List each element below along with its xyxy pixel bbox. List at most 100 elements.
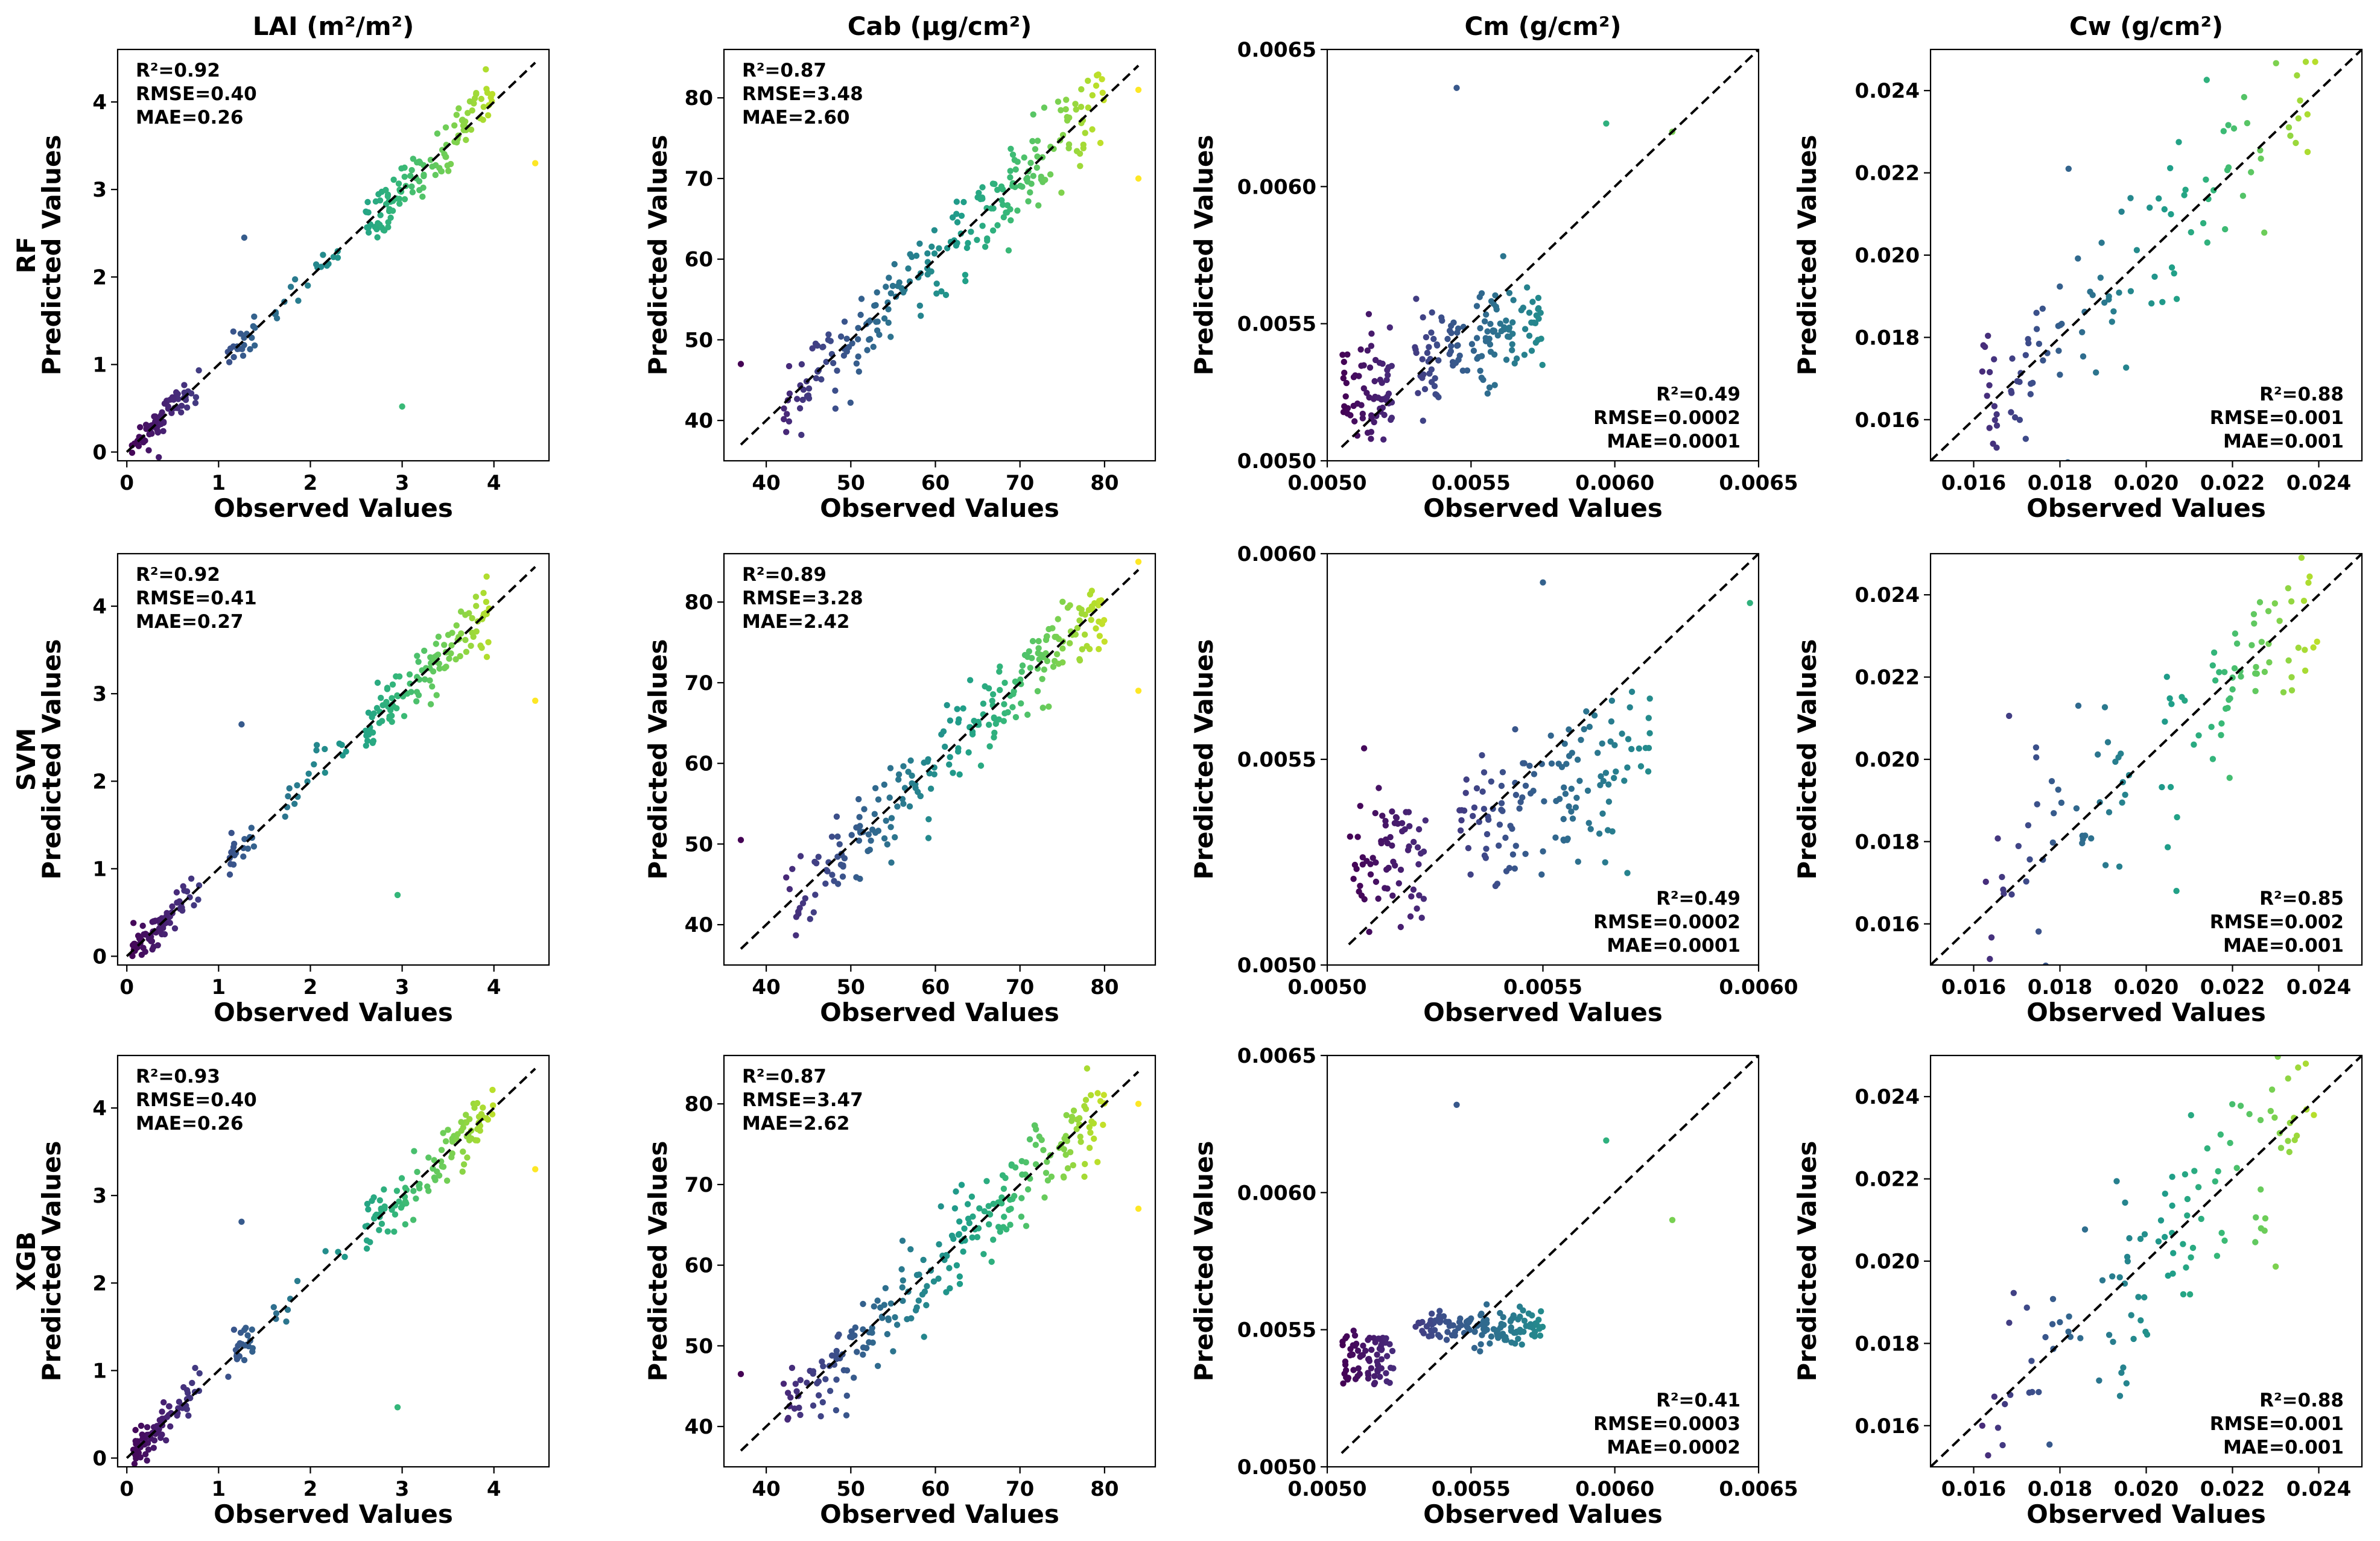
data-point — [2170, 1250, 2177, 1256]
data-point — [1600, 777, 1607, 785]
data-point — [373, 226, 380, 233]
data-point — [2215, 1168, 2221, 1175]
data-point — [189, 1379, 195, 1387]
data-point — [798, 361, 805, 368]
data-point — [2218, 732, 2224, 739]
scatter-panel-rf-cw: 0.0160.0160.0180.0180.0200.0200.0220.022… — [1792, 48, 2363, 523]
data-point — [936, 1241, 942, 1248]
data-point — [2122, 791, 2128, 799]
data-point — [2241, 93, 2247, 101]
data-point — [1100, 1092, 1108, 1098]
data-point — [2230, 125, 2238, 132]
data-point — [947, 717, 954, 724]
data-point — [1586, 723, 1593, 730]
data-point — [180, 883, 186, 890]
data-point — [463, 1112, 469, 1118]
metric-text: R²=0.92 — [136, 564, 220, 586]
data-point — [781, 416, 787, 423]
data-point — [783, 429, 790, 435]
data-point — [855, 796, 862, 803]
data-point — [2009, 355, 2016, 362]
data-point — [1414, 844, 1421, 851]
data-point — [1481, 852, 1488, 859]
data-point — [2161, 206, 2168, 213]
data-point — [2156, 195, 2162, 202]
data-point — [1625, 736, 1632, 742]
data-point — [980, 700, 987, 707]
data-point — [1485, 816, 1492, 823]
data-point — [1063, 97, 1070, 103]
data-point — [798, 431, 805, 438]
data-point — [2217, 1131, 2224, 1138]
x-axis-label: Observed Values — [820, 1499, 1059, 1529]
data-point — [1446, 350, 1453, 358]
data-point — [383, 698, 390, 706]
data-point — [963, 244, 971, 252]
data-point — [1000, 718, 1008, 724]
data-point — [991, 180, 998, 188]
data-point — [924, 1283, 930, 1289]
data-point — [921, 1288, 928, 1295]
data-point — [1471, 804, 1478, 811]
data-point — [1401, 826, 1408, 833]
data-point — [2188, 1254, 2194, 1261]
y-tick-label: 80 — [685, 590, 713, 615]
data-point — [1566, 726, 1572, 733]
data-point — [2057, 283, 2063, 290]
data-point — [1091, 600, 1098, 607]
data-point — [854, 336, 862, 343]
data-point — [1503, 868, 1510, 875]
data-point — [1024, 711, 1031, 718]
data-point — [241, 1342, 249, 1349]
data-point — [2130, 1335, 2137, 1343]
data-point — [833, 813, 840, 820]
data-point — [872, 785, 879, 792]
data-point — [134, 967, 140, 973]
data-point — [958, 1182, 965, 1188]
data-point — [2101, 299, 2108, 306]
data-point — [958, 212, 965, 219]
data-point — [877, 1304, 884, 1311]
data-point — [855, 368, 863, 375]
data-point — [1509, 347, 1515, 353]
data-point — [956, 1218, 963, 1225]
y-tick-label: 0.020 — [1855, 748, 1920, 772]
data-point — [1528, 319, 1535, 326]
data-point — [1096, 598, 1103, 604]
data-point — [2174, 814, 2180, 821]
y-tick-label: 80 — [685, 86, 713, 110]
data-point — [1064, 1138, 1071, 1144]
data-point — [161, 931, 168, 938]
data-point — [976, 1205, 983, 1212]
x-tick-label: 0.0065 — [1719, 471, 1798, 495]
data-point — [2051, 810, 2057, 817]
data-point — [1383, 866, 1390, 873]
data-point — [885, 1317, 892, 1323]
data-point — [144, 1457, 150, 1464]
data-point — [2239, 192, 2247, 199]
data-point — [986, 1221, 992, 1228]
data-point — [2155, 1238, 2162, 1245]
data-point — [1512, 843, 1519, 849]
data-point — [457, 608, 465, 615]
data-point — [291, 800, 298, 808]
data-point — [1419, 375, 1426, 381]
data-point — [824, 868, 831, 875]
data-point — [1405, 809, 1412, 815]
data-point — [1419, 356, 1426, 362]
data-point — [2109, 1273, 2116, 1280]
data-point — [2233, 1165, 2240, 1171]
data-point — [1985, 332, 1991, 339]
data-point — [1484, 831, 1491, 838]
data-point — [989, 691, 997, 698]
y-axis-label: Predicted Values — [1189, 135, 1219, 376]
data-point — [463, 136, 469, 144]
data-point — [1419, 1327, 1426, 1334]
data-point — [1356, 1370, 1363, 1378]
data-point — [473, 91, 480, 98]
x-tick-label: 0.024 — [2286, 471, 2352, 495]
data-point — [811, 858, 818, 865]
data-point — [1088, 1118, 1095, 1125]
data-point — [810, 1370, 816, 1377]
data-point — [874, 1362, 881, 1369]
